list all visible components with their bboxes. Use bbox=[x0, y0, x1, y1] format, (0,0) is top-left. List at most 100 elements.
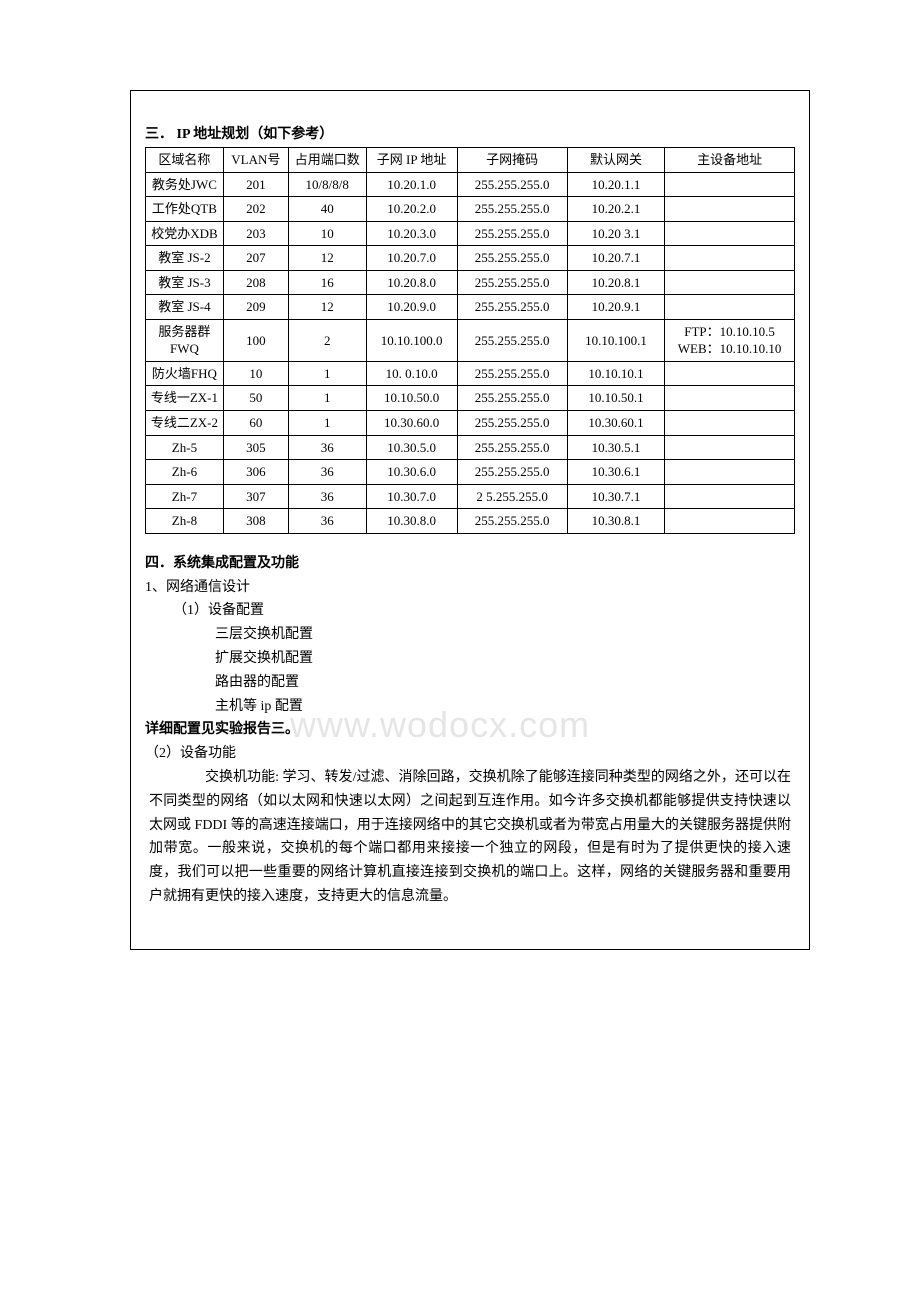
table-cell: 307 bbox=[223, 484, 288, 509]
table-cell: 255.255.255.0 bbox=[457, 197, 567, 222]
col-header-name: 区域名称 bbox=[146, 148, 224, 173]
table-cell: 208 bbox=[223, 270, 288, 295]
table-row: 教室 JS-32081610.20.8.0255.255.255.010.20.… bbox=[146, 270, 795, 295]
table-row: 服务器群FWQ100210.10.100.0255.255.255.010.10… bbox=[146, 319, 795, 361]
table-cell: 专线二ZX-2 bbox=[146, 411, 224, 436]
table-cell: 10.20.3.0 bbox=[366, 221, 457, 246]
table-cell bbox=[665, 386, 795, 411]
table-cell: 16 bbox=[288, 270, 366, 295]
table-cell bbox=[665, 484, 795, 509]
table-cell: Zh-8 bbox=[146, 509, 224, 534]
table-cell: 10 bbox=[223, 361, 288, 386]
col-header-mask: 子网掩码 bbox=[457, 148, 567, 173]
p-device-config: （1）设备配置 bbox=[145, 599, 795, 623]
table-cell: 10.30.6.0 bbox=[366, 460, 457, 485]
table-cell: 10.30.7.0 bbox=[366, 484, 457, 509]
table-cell: 305 bbox=[223, 435, 288, 460]
table-row: 教室 JS-42091210.20.9.0255.255.255.010.20.… bbox=[146, 295, 795, 320]
table-cell: 10.30.8.0 bbox=[366, 509, 457, 534]
table-cell: 255.255.255.0 bbox=[457, 460, 567, 485]
config-item-3: 路由器的配置 bbox=[145, 671, 795, 695]
section4-body: 四．系统集成配置及功能 1、网络通信设计 （1）设备配置 三层交换机配置 扩展交… bbox=[145, 552, 795, 909]
table-cell: 10.20.2.0 bbox=[366, 197, 457, 222]
table-cell: 10.30.8.1 bbox=[567, 509, 664, 534]
table-cell: 255.255.255.0 bbox=[457, 509, 567, 534]
table-cell bbox=[665, 435, 795, 460]
table-cell bbox=[665, 509, 795, 534]
table-cell bbox=[665, 197, 795, 222]
table-cell: 10.20.1.1 bbox=[567, 172, 664, 197]
table-cell: FTP：10.10.10.5 WEB：10.10.10.10 bbox=[665, 319, 795, 361]
table-cell: 10.10.100.1 bbox=[567, 319, 664, 361]
table-cell bbox=[665, 246, 795, 271]
table-cell: 255.255.255.0 bbox=[457, 246, 567, 271]
page-border: 三． IP 地址规划（如下参考） 区域名称 VLAN号 占用端口数 子网 IP … bbox=[130, 90, 810, 950]
table-cell: 40 bbox=[288, 197, 366, 222]
config-item-4: 主机等 ip 配置 bbox=[145, 695, 795, 719]
table-cell: 防火墙FHQ bbox=[146, 361, 224, 386]
table-cell: 10.30.5.1 bbox=[567, 435, 664, 460]
table-cell: 10.10.10.1 bbox=[567, 361, 664, 386]
table-cell: 10.20.9.1 bbox=[567, 295, 664, 320]
table-cell: 36 bbox=[288, 484, 366, 509]
table-cell: 2 bbox=[288, 319, 366, 361]
table-cell bbox=[665, 361, 795, 386]
table-cell: 10.20.2.1 bbox=[567, 197, 664, 222]
table-cell: 10.20.7.1 bbox=[567, 246, 664, 271]
table-row: Zh-83083610.30.8.0255.255.255.010.30.8.1 bbox=[146, 509, 795, 534]
p-switch-function-desc: 交换机功能: 学习、转发/过滤、消除回路，交换机除了能够连接同种类型的网络之外，… bbox=[145, 766, 795, 909]
table-cell: 36 bbox=[288, 509, 366, 534]
table-cell: 12 bbox=[288, 295, 366, 320]
table-cell: 255.255.255.0 bbox=[457, 270, 567, 295]
table-body: 教务处JWC20110/8/8/810.20.1.0255.255.255.01… bbox=[146, 172, 795, 533]
table-cell: 1 bbox=[288, 361, 366, 386]
config-item-1: 三层交换机配置 bbox=[145, 623, 795, 647]
table-cell: 1 bbox=[288, 386, 366, 411]
table-cell bbox=[665, 221, 795, 246]
table-cell: 10.30.60.0 bbox=[366, 411, 457, 436]
config-item-2: 扩展交换机配置 bbox=[145, 647, 795, 671]
table-cell: 10.30.5.0 bbox=[366, 435, 457, 460]
table-row: 校党办XDB2031010.20.3.0255.255.255.010.20 3… bbox=[146, 221, 795, 246]
section3-title: 三． IP 地址规划（如下参考） bbox=[145, 123, 795, 143]
table-cell: 10. 0.10.0 bbox=[366, 361, 457, 386]
table-cell: 202 bbox=[223, 197, 288, 222]
ip-planning-table: 区域名称 VLAN号 占用端口数 子网 IP 地址 子网掩码 默认网关 主设备地… bbox=[145, 147, 795, 534]
table-cell: 10.30.60.1 bbox=[567, 411, 664, 436]
table-row: 专线二ZX-260110.30.60.0255.255.255.010.30.6… bbox=[146, 411, 795, 436]
table-cell: 1 bbox=[288, 411, 366, 436]
table-cell: 255.255.255.0 bbox=[457, 435, 567, 460]
table-cell: 教室 JS-3 bbox=[146, 270, 224, 295]
table-cell: 36 bbox=[288, 460, 366, 485]
table-cell: 2 5.255.255.0 bbox=[457, 484, 567, 509]
table-cell: 255.255.255.0 bbox=[457, 172, 567, 197]
table-cell bbox=[665, 295, 795, 320]
col-header-port: 占用端口数 bbox=[288, 148, 366, 173]
table-cell: 255.255.255.0 bbox=[457, 361, 567, 386]
table-row: Zh-63063610.30.6.0255.255.255.010.30.6.1 bbox=[146, 460, 795, 485]
table-cell: 255.255.255.0 bbox=[457, 221, 567, 246]
table-cell: 255.255.255.0 bbox=[457, 295, 567, 320]
table-cell bbox=[665, 411, 795, 436]
table-cell: 10.30.7.1 bbox=[567, 484, 664, 509]
table-row: Zh-53053610.30.5.0255.255.255.010.30.5.1 bbox=[146, 435, 795, 460]
table-cell: 60 bbox=[223, 411, 288, 436]
table-row: 工作处QTB2024010.20.2.0255.255.255.010.20.2… bbox=[146, 197, 795, 222]
table-cell: 教室 JS-4 bbox=[146, 295, 224, 320]
table-row: Zh-73073610.30.7.02 5.255.255.010.30.7.1 bbox=[146, 484, 795, 509]
table-cell: 10.10.100.0 bbox=[366, 319, 457, 361]
col-header-main: 主设备地址 bbox=[665, 148, 795, 173]
table-header: 区域名称 VLAN号 占用端口数 子网 IP 地址 子网掩码 默认网关 主设备地… bbox=[146, 148, 795, 173]
col-header-vlan: VLAN号 bbox=[223, 148, 288, 173]
table-cell: 10.20.8.0 bbox=[366, 270, 457, 295]
table-cell: 10.30.6.1 bbox=[567, 460, 664, 485]
table-row: 专线一ZX-150110.10.50.0255.255.255.010.10.5… bbox=[146, 386, 795, 411]
table-row: 教室 JS-22071210.20.7.0255.255.255.010.20.… bbox=[146, 246, 795, 271]
table-cell: 306 bbox=[223, 460, 288, 485]
table-cell: 207 bbox=[223, 246, 288, 271]
table-cell: 201 bbox=[223, 172, 288, 197]
table-row: 防火墙FHQ10110. 0.10.0255.255.255.010.10.10… bbox=[146, 361, 795, 386]
table-cell: 100 bbox=[223, 319, 288, 361]
table-cell bbox=[665, 460, 795, 485]
table-cell: 10.20.1.0 bbox=[366, 172, 457, 197]
